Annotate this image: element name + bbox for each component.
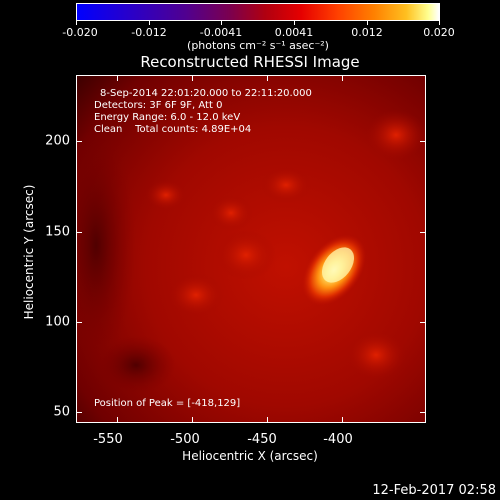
y-tick bbox=[420, 412, 426, 413]
image-canvas bbox=[76, 75, 426, 423]
colorbar-tick-label: -0.012 bbox=[131, 26, 167, 39]
colorbar-tick-label: -0.0041 bbox=[199, 26, 243, 39]
y-axis-label: Heliocentric Y (arcsec) bbox=[22, 184, 36, 320]
rhessi-image bbox=[76, 75, 426, 423]
colorbar-tick bbox=[149, 21, 150, 25]
y-tick-label: 50 bbox=[53, 404, 70, 420]
colorbar-tick-label: 0.0041 bbox=[274, 26, 314, 39]
x-tick-label: -450 bbox=[247, 432, 277, 447]
y-tick bbox=[76, 141, 82, 142]
y-tick-label: 200 bbox=[45, 133, 70, 149]
colorbar-tick-label: 0.020 bbox=[423, 26, 455, 39]
y-tick bbox=[76, 232, 82, 233]
detectors-info: Detectors: 3F 6F 9F, Att 0 bbox=[94, 100, 223, 111]
x-tick bbox=[342, 417, 343, 423]
colorbar-units: (photons cm⁻² s⁻¹ asec⁻²) bbox=[187, 39, 329, 52]
colorbar-tick bbox=[439, 21, 440, 25]
x-tick bbox=[192, 75, 193, 81]
x-tick-label: -550 bbox=[93, 432, 123, 447]
colorbar bbox=[76, 3, 440, 21]
x-tick bbox=[192, 417, 193, 423]
time-range: 8-Sep-2014 22:01:20.000 to 22:11:20.000 bbox=[100, 88, 312, 99]
colorbar-tick bbox=[367, 21, 368, 25]
energy-range: Energy Range: 6.0 - 12.0 keV bbox=[94, 112, 241, 123]
generation-timestamp: 12-Feb-2017 02:58 bbox=[372, 483, 496, 498]
peak-position: Position of Peak = [-418,129] bbox=[94, 398, 241, 409]
colorbar-tick-label: 0.012 bbox=[351, 26, 383, 39]
x-tick bbox=[267, 75, 268, 81]
x-tick bbox=[342, 75, 343, 81]
x-tick-label: -400 bbox=[323, 432, 353, 447]
plot-title: Reconstructed RHESSI Image bbox=[140, 53, 360, 71]
x-tick bbox=[117, 75, 118, 81]
y-tick bbox=[76, 412, 82, 413]
x-tick bbox=[267, 417, 268, 423]
y-tick bbox=[420, 141, 426, 142]
y-tick-label: 150 bbox=[45, 224, 70, 240]
clean-info: Clean Total counts: 4.89E+04 bbox=[94, 124, 252, 135]
colorbar-tick-label: -0.020 bbox=[62, 26, 98, 39]
colorbar-tick bbox=[76, 21, 77, 25]
y-tick bbox=[420, 322, 426, 323]
x-axis-label: Heliocentric X (arcsec) bbox=[182, 449, 318, 463]
colorbar-tick bbox=[294, 21, 295, 25]
y-tick bbox=[76, 322, 82, 323]
y-tick bbox=[420, 232, 426, 233]
x-tick bbox=[117, 417, 118, 423]
y-tick-label: 100 bbox=[45, 314, 70, 330]
colorbar-tick bbox=[221, 21, 222, 25]
x-tick-label: -500 bbox=[170, 432, 200, 447]
